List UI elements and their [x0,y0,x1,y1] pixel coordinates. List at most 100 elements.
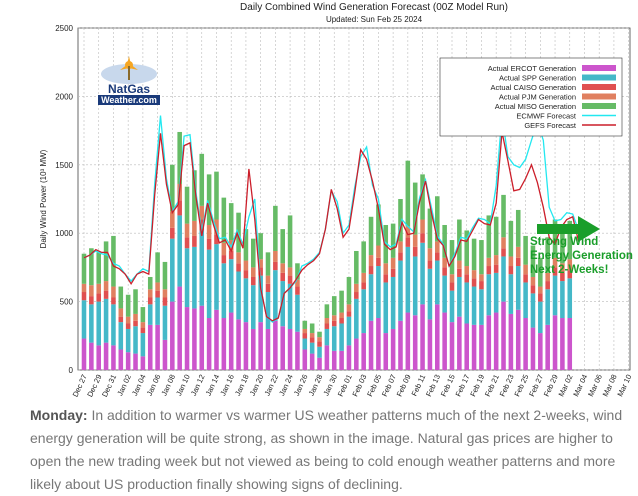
bar-segment [140,327,146,334]
bar-segment [427,268,433,320]
bar-segment [552,267,558,276]
bar-segment [177,286,182,370]
bar-segment [111,297,116,305]
bar-segment [560,281,565,319]
bar-segment [405,312,411,370]
legend-swatch [582,84,616,90]
bar-segment [162,305,168,340]
bar-segment [177,200,182,216]
bar-segment [81,253,87,284]
bar-segment [265,283,271,293]
bar-segment [383,224,389,264]
bar-segment [309,337,315,343]
bar-segment [361,289,366,334]
bar-segment [280,272,286,282]
bar-segment [427,260,433,269]
bar-segment [442,312,447,370]
y-tick-label: 0 [69,366,74,375]
bar-segment [390,257,396,269]
bar-segment [89,285,94,297]
bar-segment [508,313,514,370]
bar-segment [390,268,396,277]
natgas-logo: NatGas Weather.com [98,54,160,105]
bar-segment [125,352,131,370]
bar-segment [493,312,499,370]
bar-segment [177,131,182,184]
bar-segment [96,345,102,370]
bar-segment [449,282,455,291]
bar-segment [221,197,227,243]
bar-segment [523,318,528,370]
bar-segment [515,266,521,310]
bar-segment [302,333,308,339]
bar-segment [361,333,366,370]
bar-segment [155,252,160,283]
wind-turbine-icon [101,56,157,84]
bar-segment [170,301,175,370]
bar-segment [265,292,271,329]
bar-segment [280,281,286,327]
bar-segment [162,261,168,290]
bar-segment [111,235,116,287]
bar-segment [258,267,263,276]
bar-segment [442,257,447,268]
bar-segment [89,304,94,343]
chart-subtitle: Updated: Sun Feb 25 2024 [326,15,423,24]
bar-segment [302,328,308,334]
bar-segment [567,278,573,319]
bar-segment [457,268,462,277]
bar-segment [383,282,389,334]
bar-segment [265,252,271,276]
bar-segment [354,292,359,299]
bar-segment [309,342,315,354]
bar-segment [538,333,543,370]
caption-text: In addition to warmer vs warmer US weath… [30,407,623,492]
bar-segment [265,275,271,284]
bar-segment [125,328,131,353]
bar-segment [140,333,146,357]
bar-segment [103,298,109,343]
legend-swatch [582,103,616,109]
bar-segment [560,272,565,282]
bar-segment [317,337,322,342]
annotation-arrow: Strong Wind Energy Generation Next 2-Weeks… [530,216,633,276]
bar-segment [295,286,300,295]
bar-segment [449,322,455,370]
legend-swatch [582,65,616,71]
bar-segment [530,327,536,370]
bar-segment [170,238,175,302]
bar-segment [273,205,278,251]
bar-segment [228,203,234,241]
bar-segment [243,260,249,271]
bar-segment [376,245,381,258]
legend-swatch [582,74,616,81]
y-tick-label: 2000 [55,92,73,101]
bar-segment [273,250,278,262]
bar-segment [515,209,521,247]
bar-segment [243,270,249,279]
bar-segment [471,238,477,271]
bar-segment [567,318,573,370]
bar-segment [449,274,455,283]
bar-segment [390,223,396,258]
bar-segment [515,257,521,267]
bar-segment [464,282,470,324]
bar-segment [464,266,470,275]
bar-segment [354,298,359,339]
bar-segment [250,238,256,268]
bar-segment [383,263,389,275]
bar-segment [501,194,506,238]
bar-segment [317,357,322,370]
bar-segment [324,328,330,346]
bar-segment [125,316,131,324]
bar-segment [486,215,492,258]
legend-swatch [582,93,616,100]
bar-segment [199,153,205,206]
legend-label: ECMWF Forecast [516,112,577,121]
bar-segment [545,237,550,273]
bar-segment [420,304,425,370]
bar-segment [479,274,484,282]
bar-segment [471,324,477,370]
bar-segment [192,170,197,221]
bar-segment [170,227,175,239]
